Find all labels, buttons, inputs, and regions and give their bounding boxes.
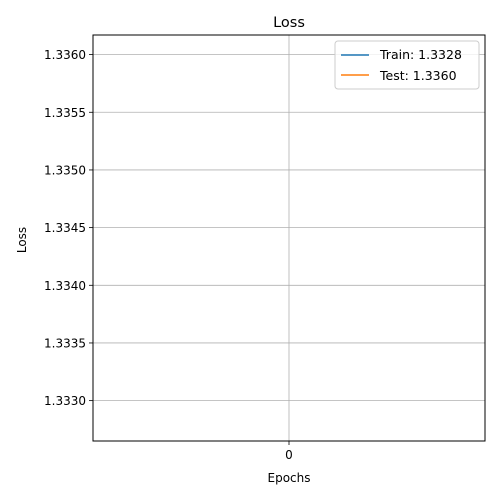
y-axis-label: Loss — [15, 227, 29, 253]
y-tick-label: 1.3340 — [44, 279, 86, 293]
y-tick-label: 1.3350 — [44, 163, 86, 177]
y-tick-label: 1.3335 — [44, 336, 86, 350]
legend: Train: 1.3328 Test: 1.3360 — [334, 40, 480, 90]
y-axis: 1.3330 1.3335 1.3340 1.3345 1.3350 1.3355 1.33… — [44, 48, 93, 408]
legend-box — [334, 40, 480, 90]
x-tick-label: 0 — [285, 448, 293, 462]
y-tick-label: 1.3360 — [44, 48, 86, 62]
chart-title: Loss — [273, 15, 305, 31]
legend-label-test: Test: 1.3360 — [379, 68, 457, 83]
y-tick-label: 1.3345 — [44, 221, 86, 235]
x-axis: 0 — [285, 441, 293, 462]
legend-label-train: Train: 1.3328 — [379, 47, 462, 62]
y-tick-label: 1.3355 — [44, 106, 86, 120]
y-tick-label: 1.3330 — [44, 394, 86, 408]
x-axis-label: Epochs — [268, 471, 311, 485]
